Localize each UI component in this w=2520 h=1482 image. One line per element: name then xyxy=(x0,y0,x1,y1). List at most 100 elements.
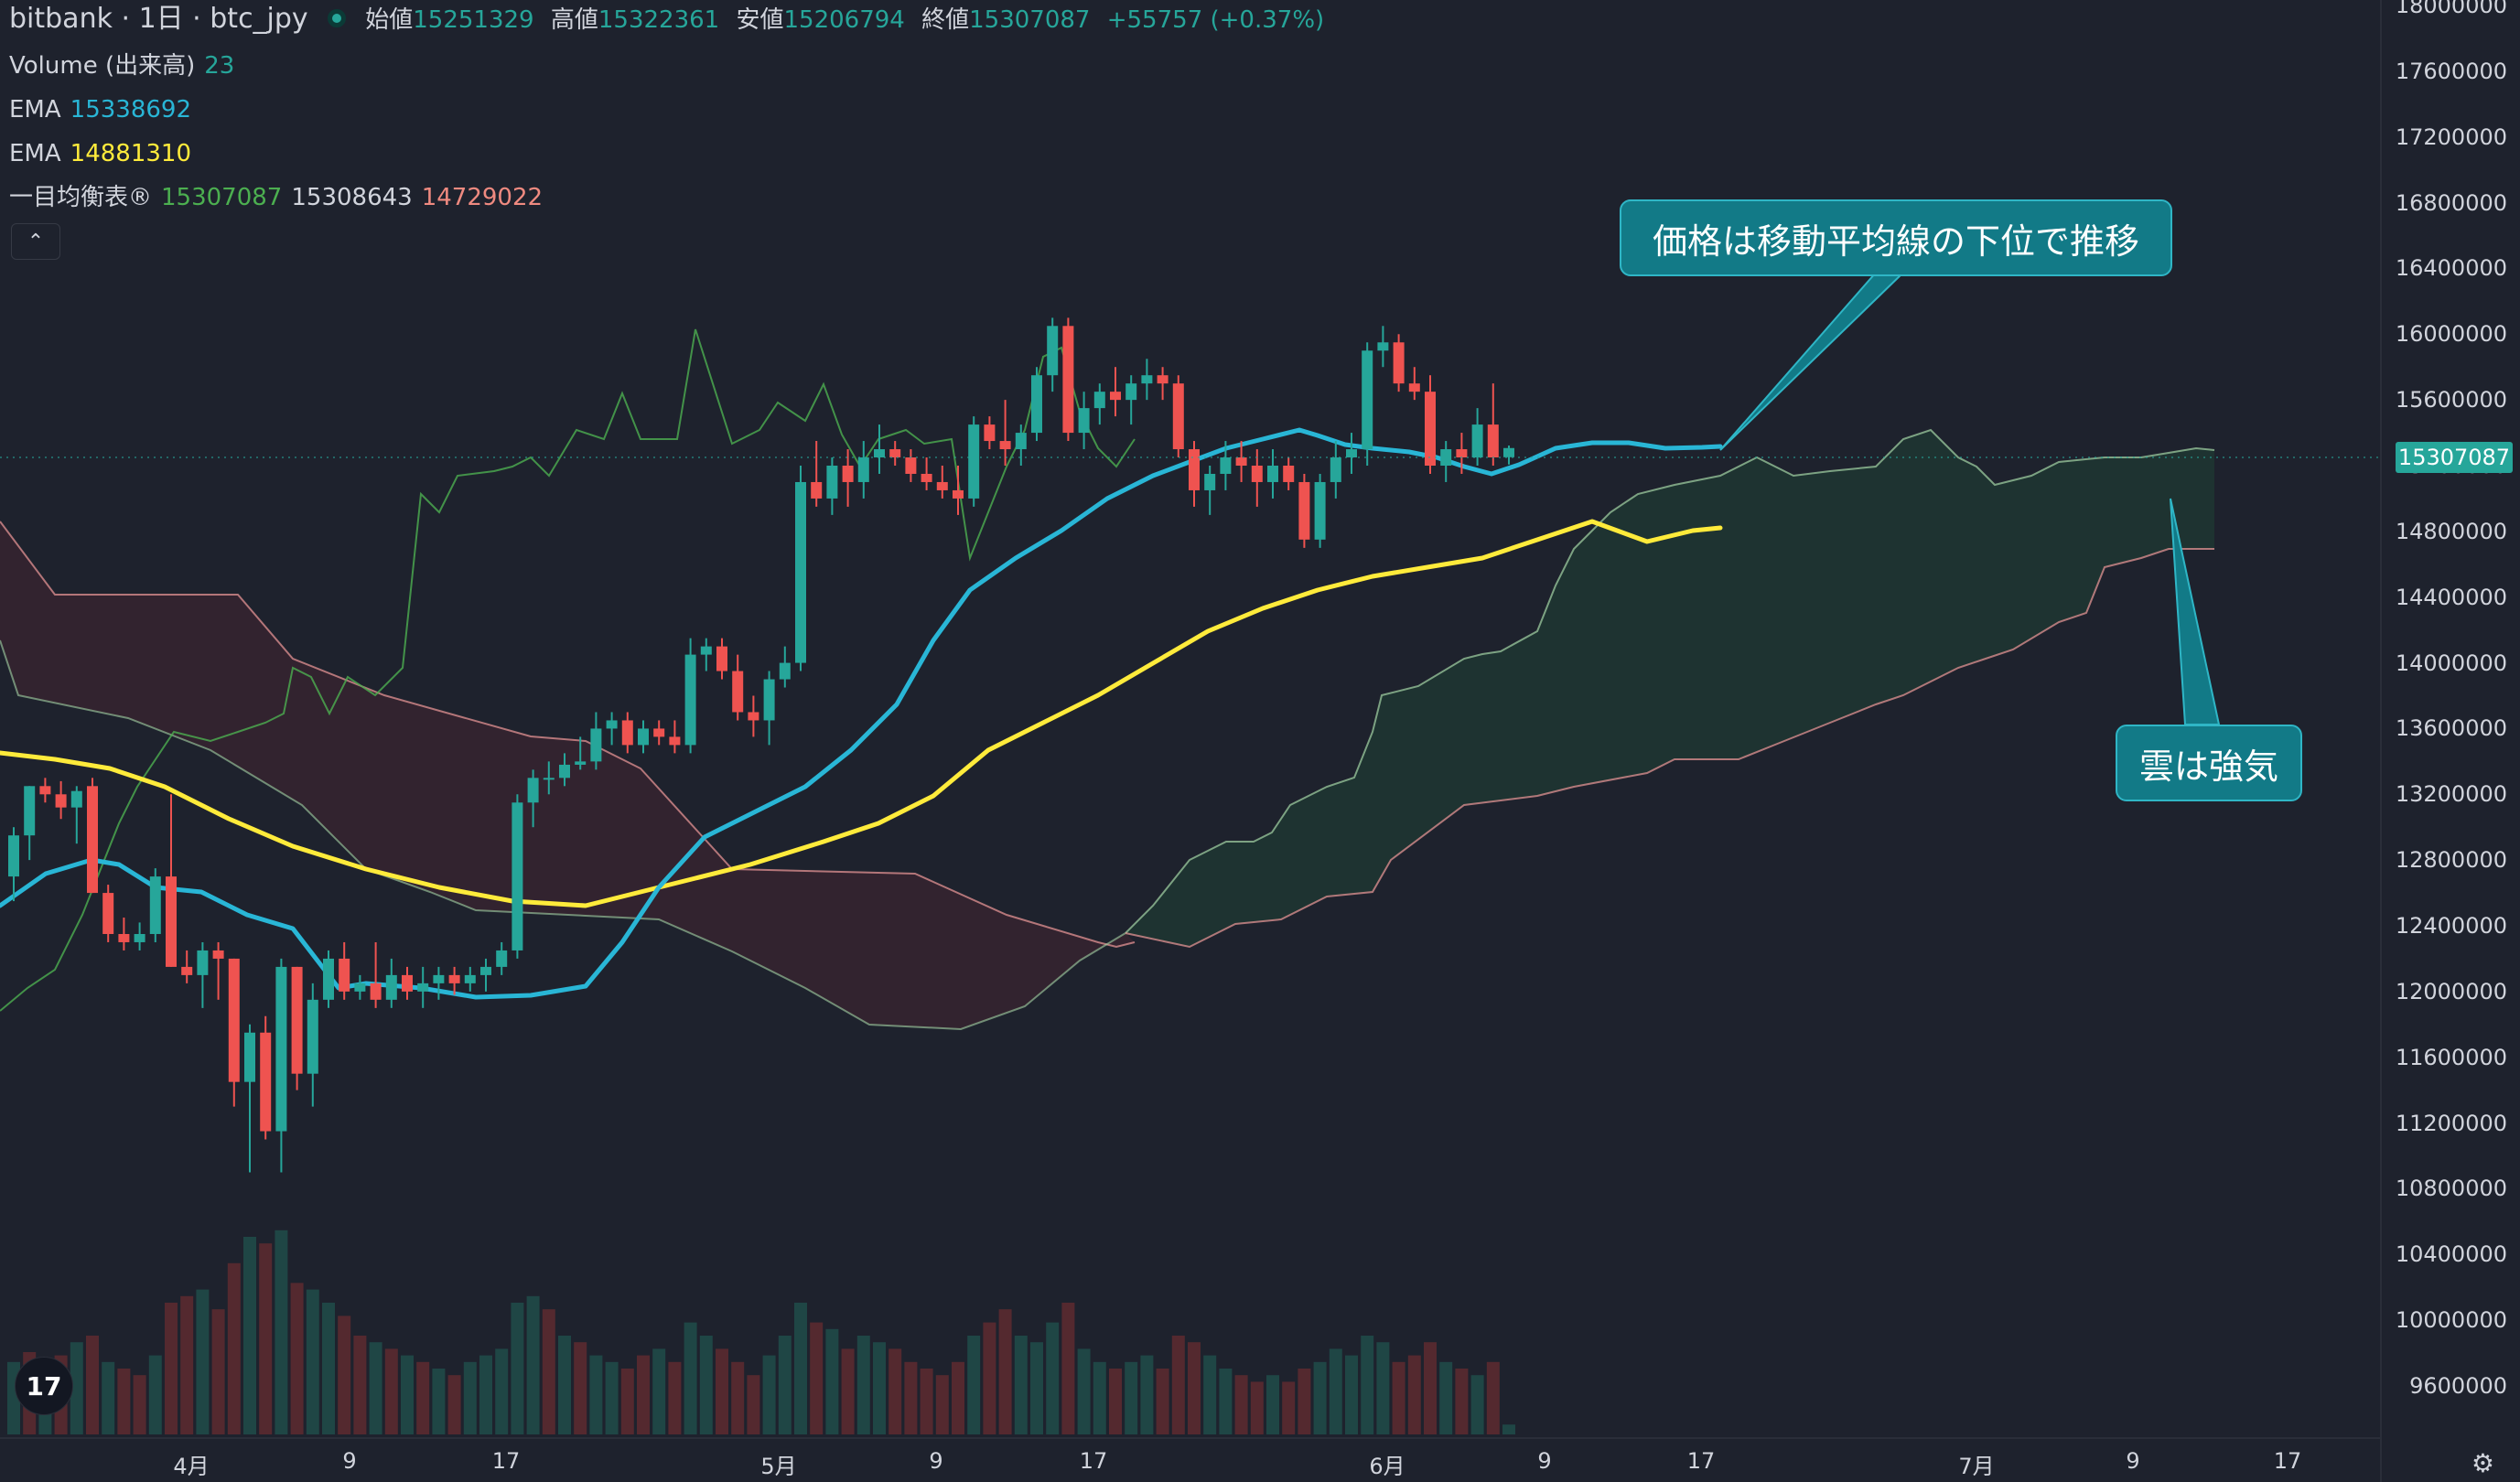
price-tick-label: 12400000 xyxy=(2395,913,2507,939)
status-dot-icon xyxy=(324,6,349,30)
settings-gear-icon[interactable]: ⚙ xyxy=(2471,1448,2494,1478)
candle-body xyxy=(968,424,980,499)
price-tick-label: 12800000 xyxy=(2395,847,2507,874)
price-tick-label: 13600000 xyxy=(2395,715,2507,742)
candle-body xyxy=(212,950,224,959)
volume-bar xyxy=(148,1355,162,1434)
chevron-up-icon: ⌃ xyxy=(27,230,45,253)
time-tick-label: 7月 xyxy=(1958,1454,1995,1479)
candle-body xyxy=(527,778,539,803)
volume-bar xyxy=(589,1355,603,1434)
candle-body xyxy=(323,958,334,1000)
candle-body xyxy=(55,794,67,808)
candle-body xyxy=(1487,424,1499,458)
candle-body xyxy=(433,974,445,983)
ichimoku-cloud xyxy=(0,328,2215,1031)
volume-bar xyxy=(1125,1361,1138,1434)
price-tick-label: 17200000 xyxy=(2395,124,2507,150)
volume-bar xyxy=(526,1295,540,1434)
candle-body xyxy=(1220,457,1232,474)
volume-bar xyxy=(1424,1342,1437,1434)
candle-body xyxy=(684,654,696,746)
candle-body xyxy=(1141,375,1153,384)
time-tick-label: 5月 xyxy=(760,1454,797,1479)
candle-body xyxy=(102,893,114,934)
candle-body xyxy=(1125,383,1137,401)
volume-bar xyxy=(983,1322,996,1434)
candle-body xyxy=(621,720,633,746)
volume-bar xyxy=(731,1361,745,1434)
volume-bar xyxy=(1282,1381,1296,1434)
volume-bar xyxy=(935,1375,949,1434)
time-tick-label: 9 xyxy=(1537,1448,1552,1474)
candle-body xyxy=(842,466,854,482)
tradingview-logo-icon[interactable]: 17 xyxy=(15,1357,73,1415)
candle-body xyxy=(1078,408,1090,434)
volume-bar xyxy=(1156,1369,1169,1434)
volume-bar xyxy=(1030,1342,1043,1434)
volume-bar xyxy=(1298,1369,1311,1434)
volume-bar xyxy=(1329,1348,1342,1434)
volume-bar xyxy=(1345,1355,1358,1434)
volume-bar xyxy=(259,1243,273,1434)
candle-body xyxy=(149,876,161,934)
senkou-span-b-line xyxy=(0,521,1136,949)
volume-bar xyxy=(699,1336,713,1434)
chikou-span-line xyxy=(0,328,1136,1012)
volume-bar xyxy=(1470,1375,1484,1434)
ema-slow-legend[interactable]: EMA 14881310 xyxy=(9,138,200,169)
bullish-cloud-area xyxy=(1125,430,2214,947)
price-tick-label: 11200000 xyxy=(2395,1110,2507,1136)
symbol-title[interactable]: bitbank · 1日 · btc_jpy xyxy=(9,3,308,35)
candle-body xyxy=(385,974,397,1000)
volume-bar xyxy=(716,1348,728,1434)
ema-fast-value: 15338692 xyxy=(70,96,191,124)
candle-body xyxy=(1425,392,1436,466)
candle-body xyxy=(166,876,177,967)
volume-bar xyxy=(196,1289,210,1434)
volume-bar xyxy=(920,1369,933,1434)
volume-bar xyxy=(511,1303,524,1434)
price-tick-label: 14000000 xyxy=(2395,650,2507,676)
senkou-span-a-line xyxy=(1125,428,2215,934)
candle-body xyxy=(307,999,318,1074)
candle-body xyxy=(826,466,838,499)
volume-bar xyxy=(1313,1361,1327,1434)
candle-body xyxy=(1189,449,1200,490)
volume-bar xyxy=(227,1262,241,1434)
collapse-legend-button[interactable]: ⌃ xyxy=(11,223,60,260)
time-tick-label: 17 xyxy=(2273,1448,2302,1474)
volume-bar xyxy=(117,1369,131,1434)
price-tick-label: 11600000 xyxy=(2395,1044,2507,1070)
volume-value: 23 xyxy=(204,52,235,80)
volume-bar xyxy=(841,1348,855,1434)
time-tick-label: 17 xyxy=(491,1448,521,1474)
candle-body xyxy=(559,764,570,779)
annotation-callout-cloud[interactable]: 雲は強気 xyxy=(2116,725,2302,801)
volume-bar xyxy=(1061,1303,1075,1434)
candle-body xyxy=(1251,466,1263,482)
time-tick-label: 9 xyxy=(342,1448,357,1474)
ohlc-legend: bitbank · 1日 · btc_jpy 始値15251329 高値1532… xyxy=(9,4,1333,36)
ema-fast-legend[interactable]: EMA 15338692 xyxy=(9,94,200,125)
candle-body xyxy=(700,646,712,655)
candle-body xyxy=(1314,481,1326,540)
ichimoku-value-2: 15308643 xyxy=(291,184,413,211)
candle-body xyxy=(748,712,759,721)
volume-bar xyxy=(211,1309,225,1434)
volume-label: Volume (出来高) xyxy=(9,52,196,80)
volume-bar xyxy=(747,1375,760,1434)
price-tick-label: 9600000 xyxy=(2409,1373,2507,1399)
volume-bar xyxy=(574,1342,587,1434)
candle-body xyxy=(480,966,491,975)
senkou-span-a-line xyxy=(0,639,1126,1031)
ema-slow-line xyxy=(0,519,1723,908)
volume-bar xyxy=(322,1303,335,1434)
volume-legend[interactable]: Volume (出来高) 23 xyxy=(9,50,243,81)
volume-bar xyxy=(463,1361,477,1434)
volume-bar xyxy=(432,1369,446,1434)
annotation-callout-ema[interactable]: 価格は移動平均線の下位で推移 xyxy=(1620,199,2172,276)
candle-body xyxy=(8,835,19,877)
ichimoku-legend[interactable]: 一目均衡表® 15307087 15308643 14729022 xyxy=(9,182,552,213)
